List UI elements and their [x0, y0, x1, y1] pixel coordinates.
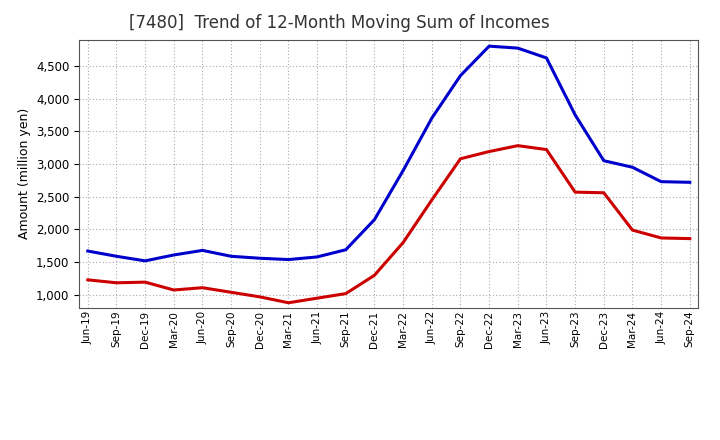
Ordinary Income	[84, 249, 92, 254]
Ordinary Income	[370, 217, 379, 222]
Net Income	[628, 227, 636, 233]
Net Income	[284, 300, 293, 305]
Net Income	[542, 147, 551, 152]
Ordinary Income	[169, 252, 178, 257]
Ordinary Income	[628, 165, 636, 170]
Ordinary Income	[198, 248, 207, 253]
Ordinary Income	[600, 158, 608, 163]
Net Income	[312, 296, 321, 301]
Ordinary Income	[685, 180, 694, 185]
Ordinary Income	[227, 253, 235, 259]
Net Income	[198, 285, 207, 290]
Line: Ordinary Income: Ordinary Income	[88, 46, 690, 261]
Net Income	[84, 277, 92, 282]
Ordinary Income	[657, 179, 665, 184]
Net Income	[456, 156, 465, 161]
Ordinary Income	[141, 258, 150, 264]
Net Income	[141, 279, 150, 285]
Ordinary Income	[341, 247, 350, 253]
Net Income	[399, 240, 408, 245]
Text: [7480]  Trend of 12-Month Moving Sum of Incomes: [7480] Trend of 12-Month Moving Sum of I…	[129, 15, 549, 33]
Net Income	[341, 291, 350, 296]
Ordinary Income	[312, 254, 321, 260]
Net Income	[256, 294, 264, 300]
Ordinary Income	[571, 112, 580, 117]
Ordinary Income	[485, 44, 493, 49]
Ordinary Income	[256, 256, 264, 261]
Ordinary Income	[112, 253, 121, 259]
Net Income	[428, 198, 436, 203]
Ordinary Income	[284, 257, 293, 262]
Line: Net Income: Net Income	[88, 146, 690, 303]
Legend: Ordinary Income, Net Income: Ordinary Income, Net Income	[229, 436, 549, 440]
Y-axis label: Amount (million yen): Amount (million yen)	[17, 108, 30, 239]
Net Income	[571, 190, 580, 195]
Ordinary Income	[428, 116, 436, 121]
Net Income	[112, 280, 121, 286]
Net Income	[227, 290, 235, 295]
Net Income	[485, 149, 493, 154]
Ordinary Income	[456, 73, 465, 78]
Ordinary Income	[513, 45, 522, 51]
Net Income	[657, 235, 665, 241]
Net Income	[685, 236, 694, 241]
Net Income	[169, 287, 178, 293]
Ordinary Income	[399, 168, 408, 173]
Net Income	[600, 190, 608, 195]
Net Income	[513, 143, 522, 148]
Ordinary Income	[542, 55, 551, 61]
Net Income	[370, 273, 379, 278]
